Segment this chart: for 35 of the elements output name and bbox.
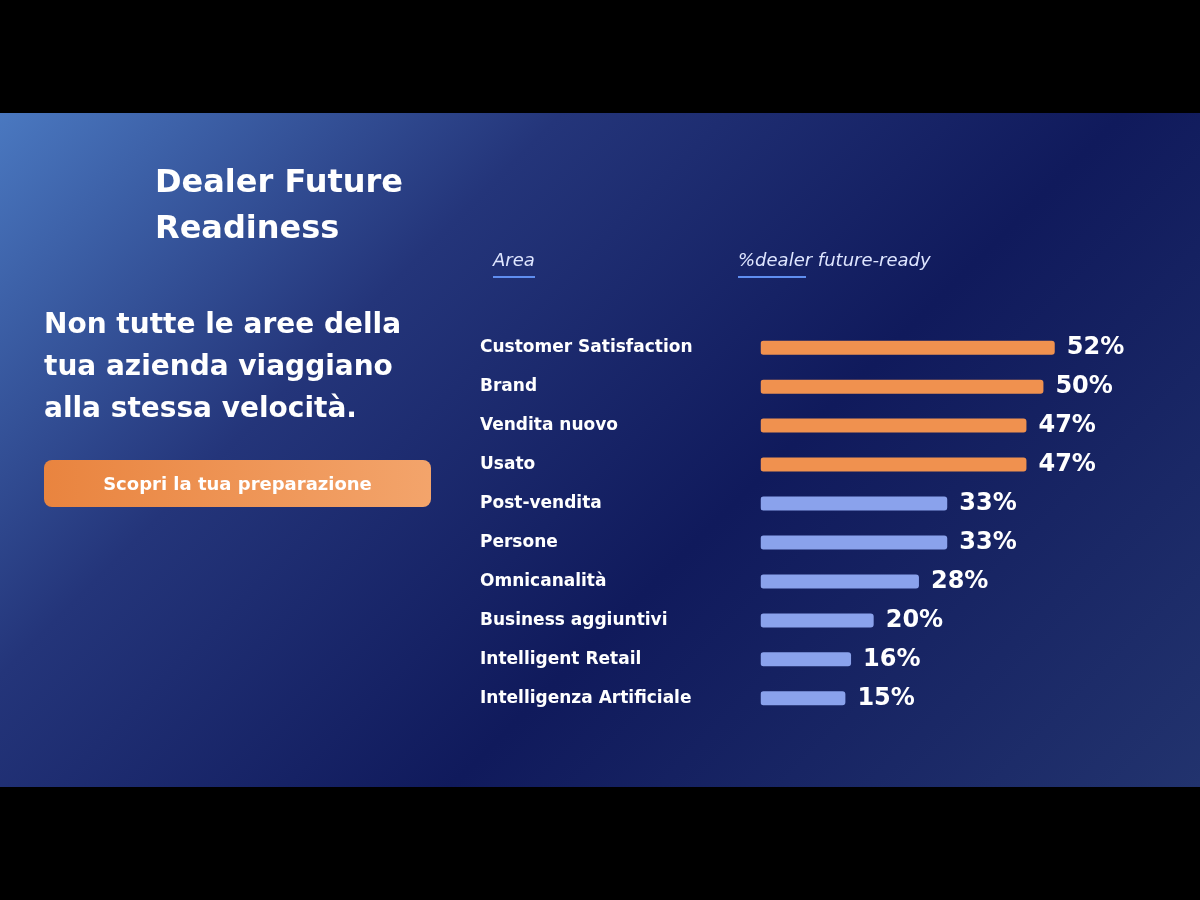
y-tick-label: Usato bbox=[480, 452, 536, 473]
bar bbox=[760, 535, 948, 550]
text: Scopri la tua preparazione bbox=[44, 460, 431, 507]
bar bbox=[760, 574, 919, 589]
data-label: 47% bbox=[1038, 409, 1096, 438]
data-label: 15% bbox=[857, 682, 915, 711]
y-tick-label: Omnicanalità bbox=[480, 569, 607, 590]
bar bbox=[760, 652, 852, 667]
data-label: 33% bbox=[959, 487, 1017, 516]
bar bbox=[760, 496, 948, 511]
text: Dealer Future Readiness bbox=[155, 161, 405, 248]
bar bbox=[760, 613, 874, 628]
data-label: 33% bbox=[959, 526, 1017, 555]
bar bbox=[760, 691, 846, 706]
y-tick-label: Post-vendita bbox=[480, 491, 602, 512]
y-tick-label: Brand bbox=[480, 375, 538, 396]
bar bbox=[760, 418, 1027, 433]
y-tick-label: Persone bbox=[480, 530, 558, 551]
bar bbox=[760, 379, 1044, 394]
data-label: 20% bbox=[885, 604, 944, 633]
text: Non tutte le aree della tua azienda viaggiano alla stessa velocità. bbox=[44, 306, 403, 426]
data-label: 16% bbox=[863, 643, 921, 672]
data-label: 50% bbox=[1055, 370, 1113, 399]
data-label: 28% bbox=[930, 565, 989, 594]
y-tick-label: Intelligenza Artificiale bbox=[480, 686, 692, 707]
x-axis-title: %dealer future-ready bbox=[738, 249, 931, 278]
y-tick-label: Intelligent Retail bbox=[480, 647, 642, 668]
data-label: 52% bbox=[1066, 331, 1125, 360]
y-tick-label: Customer Satisfaction bbox=[480, 336, 693, 357]
y-tick-label: Vendita nuovo bbox=[480, 414, 619, 435]
bar bbox=[760, 340, 1055, 355]
y-axis-title: Area bbox=[493, 249, 535, 278]
data-label: 47% bbox=[1038, 448, 1096, 477]
bar bbox=[760, 457, 1027, 472]
y-tick-label: Business aggiuntivi bbox=[480, 608, 668, 629]
